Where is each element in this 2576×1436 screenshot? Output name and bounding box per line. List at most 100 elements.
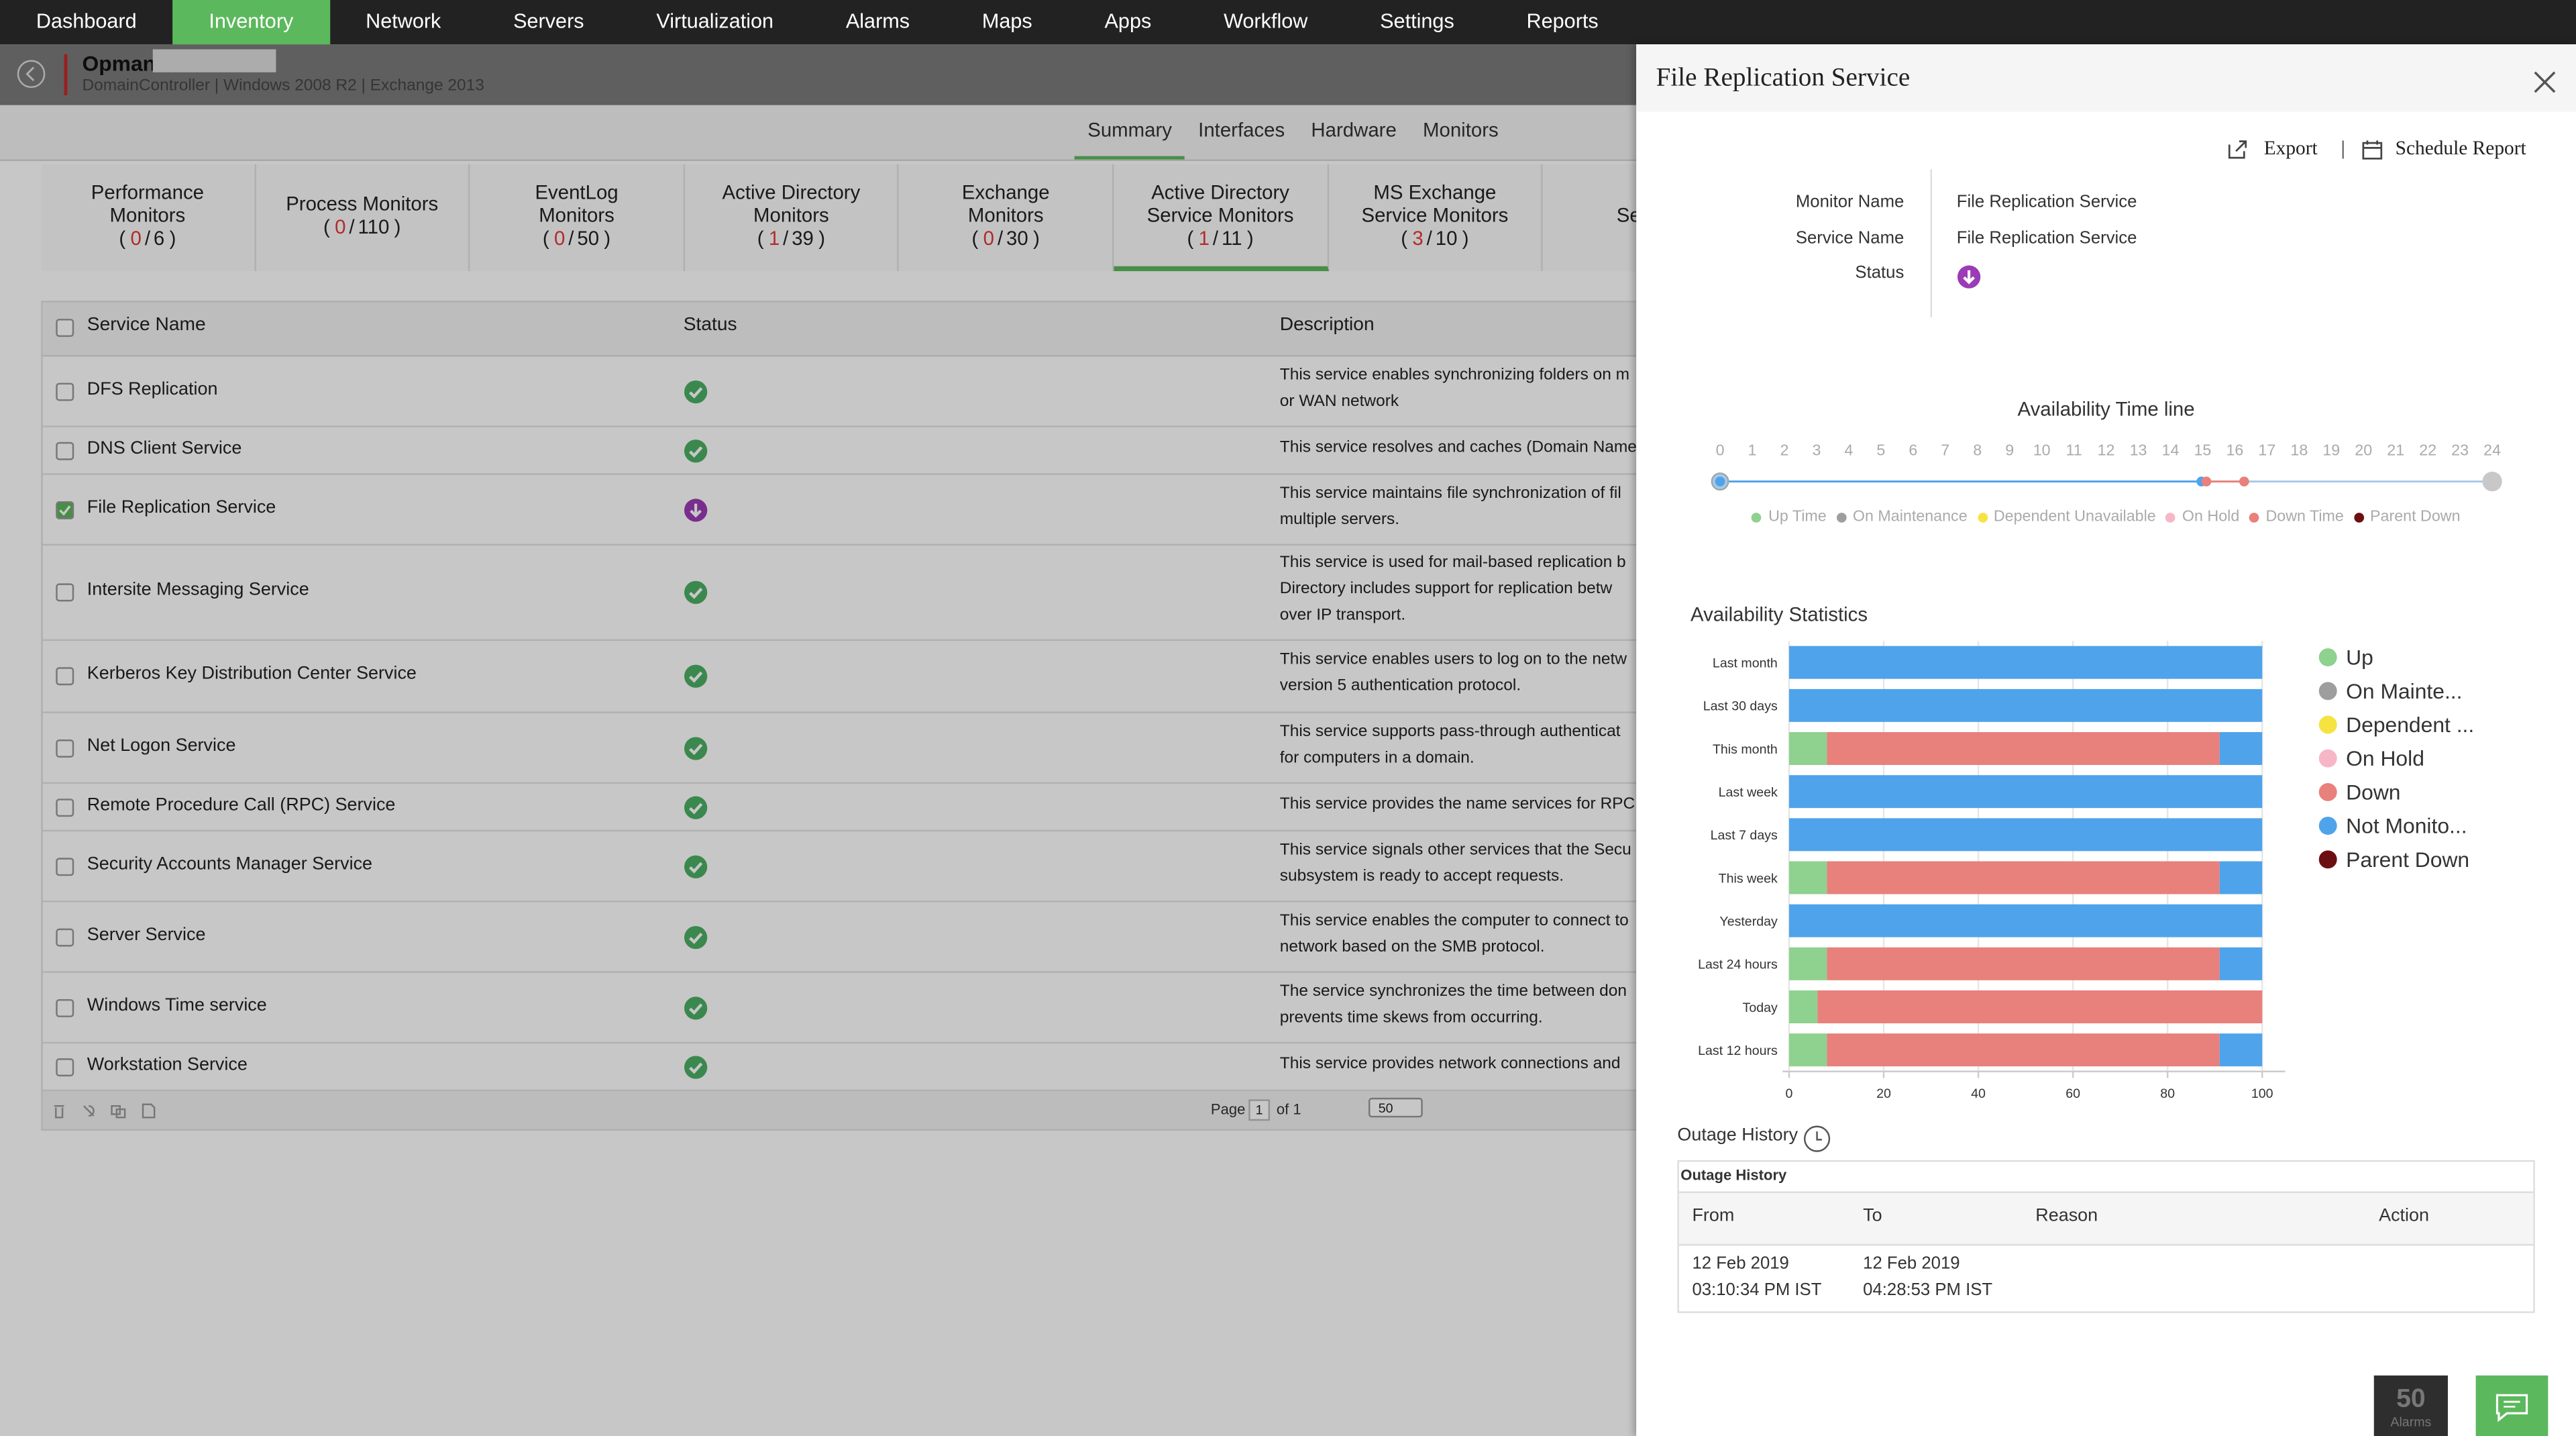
row-checkbox[interactable] [56,319,74,338]
timeline-tick-label: 1 [1748,442,1757,460]
nav-item[interactable]: Network [366,9,441,33]
service-description: or WAN network [1279,392,1399,411]
outage-column-header: Action [2379,1206,2430,1226]
detail-label: Status [1855,262,1904,283]
chat-button[interactable] [2475,1375,2548,1436]
service-name[interactable]: Net Logon Service [87,735,236,756]
toolbar-icon[interactable] [79,1101,99,1121]
row-checkbox[interactable] [56,382,74,401]
page-size-select[interactable]: 50 [1368,1097,1423,1118]
status-up-icon [684,580,708,605]
nav-item[interactable]: Maps [981,9,1032,33]
timeline-legend-item: Parent Down [2353,508,2461,526]
toolbar-icon[interactable] [49,1101,68,1121]
status-stripe [64,54,68,96]
subtabs: Summary Interfaces Hardware Monitors [1074,105,1512,160]
service-name[interactable]: DNS Client Service [87,438,242,458]
count-close: ) [604,226,611,250]
timeline-track [1711,471,2502,492]
service-name[interactable]: Security Accounts Manager Service [87,854,373,874]
x-tick-label: 0 [1785,1086,1792,1101]
row-divider [42,901,1670,903]
service-name[interactable]: DFS Replication [87,378,218,399]
nav-item[interactable]: Inventory [172,0,330,45]
row-divider [42,711,1670,713]
timeline-tick-label: 20 [2355,442,2373,460]
monitor-tab[interactable]: Exchange Monitors(0/30) [899,164,1114,272]
toolbar-icon[interactable] [138,1101,158,1121]
total-count: 11 [1222,226,1242,250]
service-name[interactable]: Kerberos Key Distribution Center Service [87,664,417,684]
nav-item[interactable]: Servers [513,9,584,33]
bar-segment [2219,861,2263,894]
total-count: 30 [1006,226,1028,250]
timeline-legend-item: Up Time [1752,508,1827,526]
service-name[interactable]: Windows Time service [87,994,267,1015]
nav-item[interactable]: Alarms [845,9,910,33]
row-checkbox[interactable] [56,857,74,876]
legend-label: On Hold [2346,746,2424,770]
table-frame [41,301,1668,1131]
schedule-report-button[interactable]: Schedule Report [2395,136,2526,160]
row-divider [42,782,1670,784]
subtab[interactable]: Summary [1074,105,1185,160]
monitor-tab-label: EventLog Monitors [535,181,619,227]
row-checkbox[interactable] [56,500,74,519]
service-description: This service enables synchronizing folde… [1279,365,1630,384]
service-name[interactable]: Workstation Service [87,1054,248,1074]
nav-item[interactable]: Apps [1104,9,1152,33]
nav-item[interactable]: Virtualization [656,9,774,33]
nav-item[interactable]: Dashboard [36,9,137,33]
service-name[interactable]: Server Service [87,924,206,944]
row-checkbox[interactable] [56,667,74,686]
status-down-icon [684,498,708,521]
subtab[interactable]: Monitors [1423,118,1499,142]
page-input[interactable]: 1 [1248,1099,1271,1121]
service-name[interactable]: Remote Procedure Call (RPC) Service [87,794,396,815]
outage-clock-icon[interactable] [1803,1124,1832,1153]
row-checkbox[interactable] [56,441,74,460]
details-divider [1930,169,1933,317]
outage-header-row [1678,1191,2534,1246]
toolbar-icon[interactable] [109,1101,128,1121]
row-checkbox[interactable] [56,797,74,816]
monitor-tab-content: Active Directory Monitors(1/39) [685,164,898,266]
icon-check [689,1062,703,1074]
outage-table-box [1677,1160,2535,1313]
row-checkbox[interactable] [56,998,74,1017]
service-description: This service maintains file synchronizat… [1279,484,1621,503]
timeline-legend-item: Down Time [2249,508,2344,526]
timeline-tick-label: 3 [1812,442,1821,460]
back-button[interactable] [16,59,46,89]
service-description: over IP transport. [1279,606,1406,625]
alert-count: 0 [335,215,346,239]
subtab[interactable]: Hardware [1311,118,1397,142]
row-divider [42,544,1670,546]
service-name[interactable]: Intersite Messaging Service [87,580,309,600]
monitor-tab-label: Performance Monitors [91,181,205,227]
check-path [59,505,71,515]
monitor-tab[interactable]: MS Exchange Service Monitors(3/10) [1328,164,1544,272]
monitor-tab[interactable]: Active Directory Monitors(1/39) [684,164,900,272]
nav-item[interactable]: Settings [1380,9,1454,33]
monitor-tab[interactable]: EventLog Monitors(0/50) [470,164,685,272]
export-button[interactable]: Export [2263,136,2318,160]
row-checkbox[interactable] [56,1057,74,1076]
alarms-box[interactable] [2373,1375,2448,1436]
monitor-tab[interactable]: Performance Monitors(0/6) [41,164,256,272]
monitor-tab[interactable]: Active Directory Service Monitors(1/11) [1114,164,1329,272]
nav-item[interactable]: Workflow [1224,9,1308,33]
close-button[interactable] [2532,69,2558,95]
count-open: ( [971,226,979,250]
row-checkbox[interactable] [56,738,74,757]
monitor-tab[interactable]: Process Monitors(0/110) [256,164,470,272]
service-name[interactable]: File Replication Service [87,497,276,517]
detail-value: File Replication Service [1956,227,2137,248]
row-checkbox[interactable] [56,927,74,946]
nav-item[interactable]: Reports [1526,9,1599,33]
subtab[interactable]: Interfaces [1198,118,1285,142]
icon-check [689,587,703,599]
monitor-tab-count: (0/6) [119,227,176,250]
row-checkbox[interactable] [56,583,74,602]
outage-cell: 03:10:34 PM IST [1692,1280,1822,1300]
